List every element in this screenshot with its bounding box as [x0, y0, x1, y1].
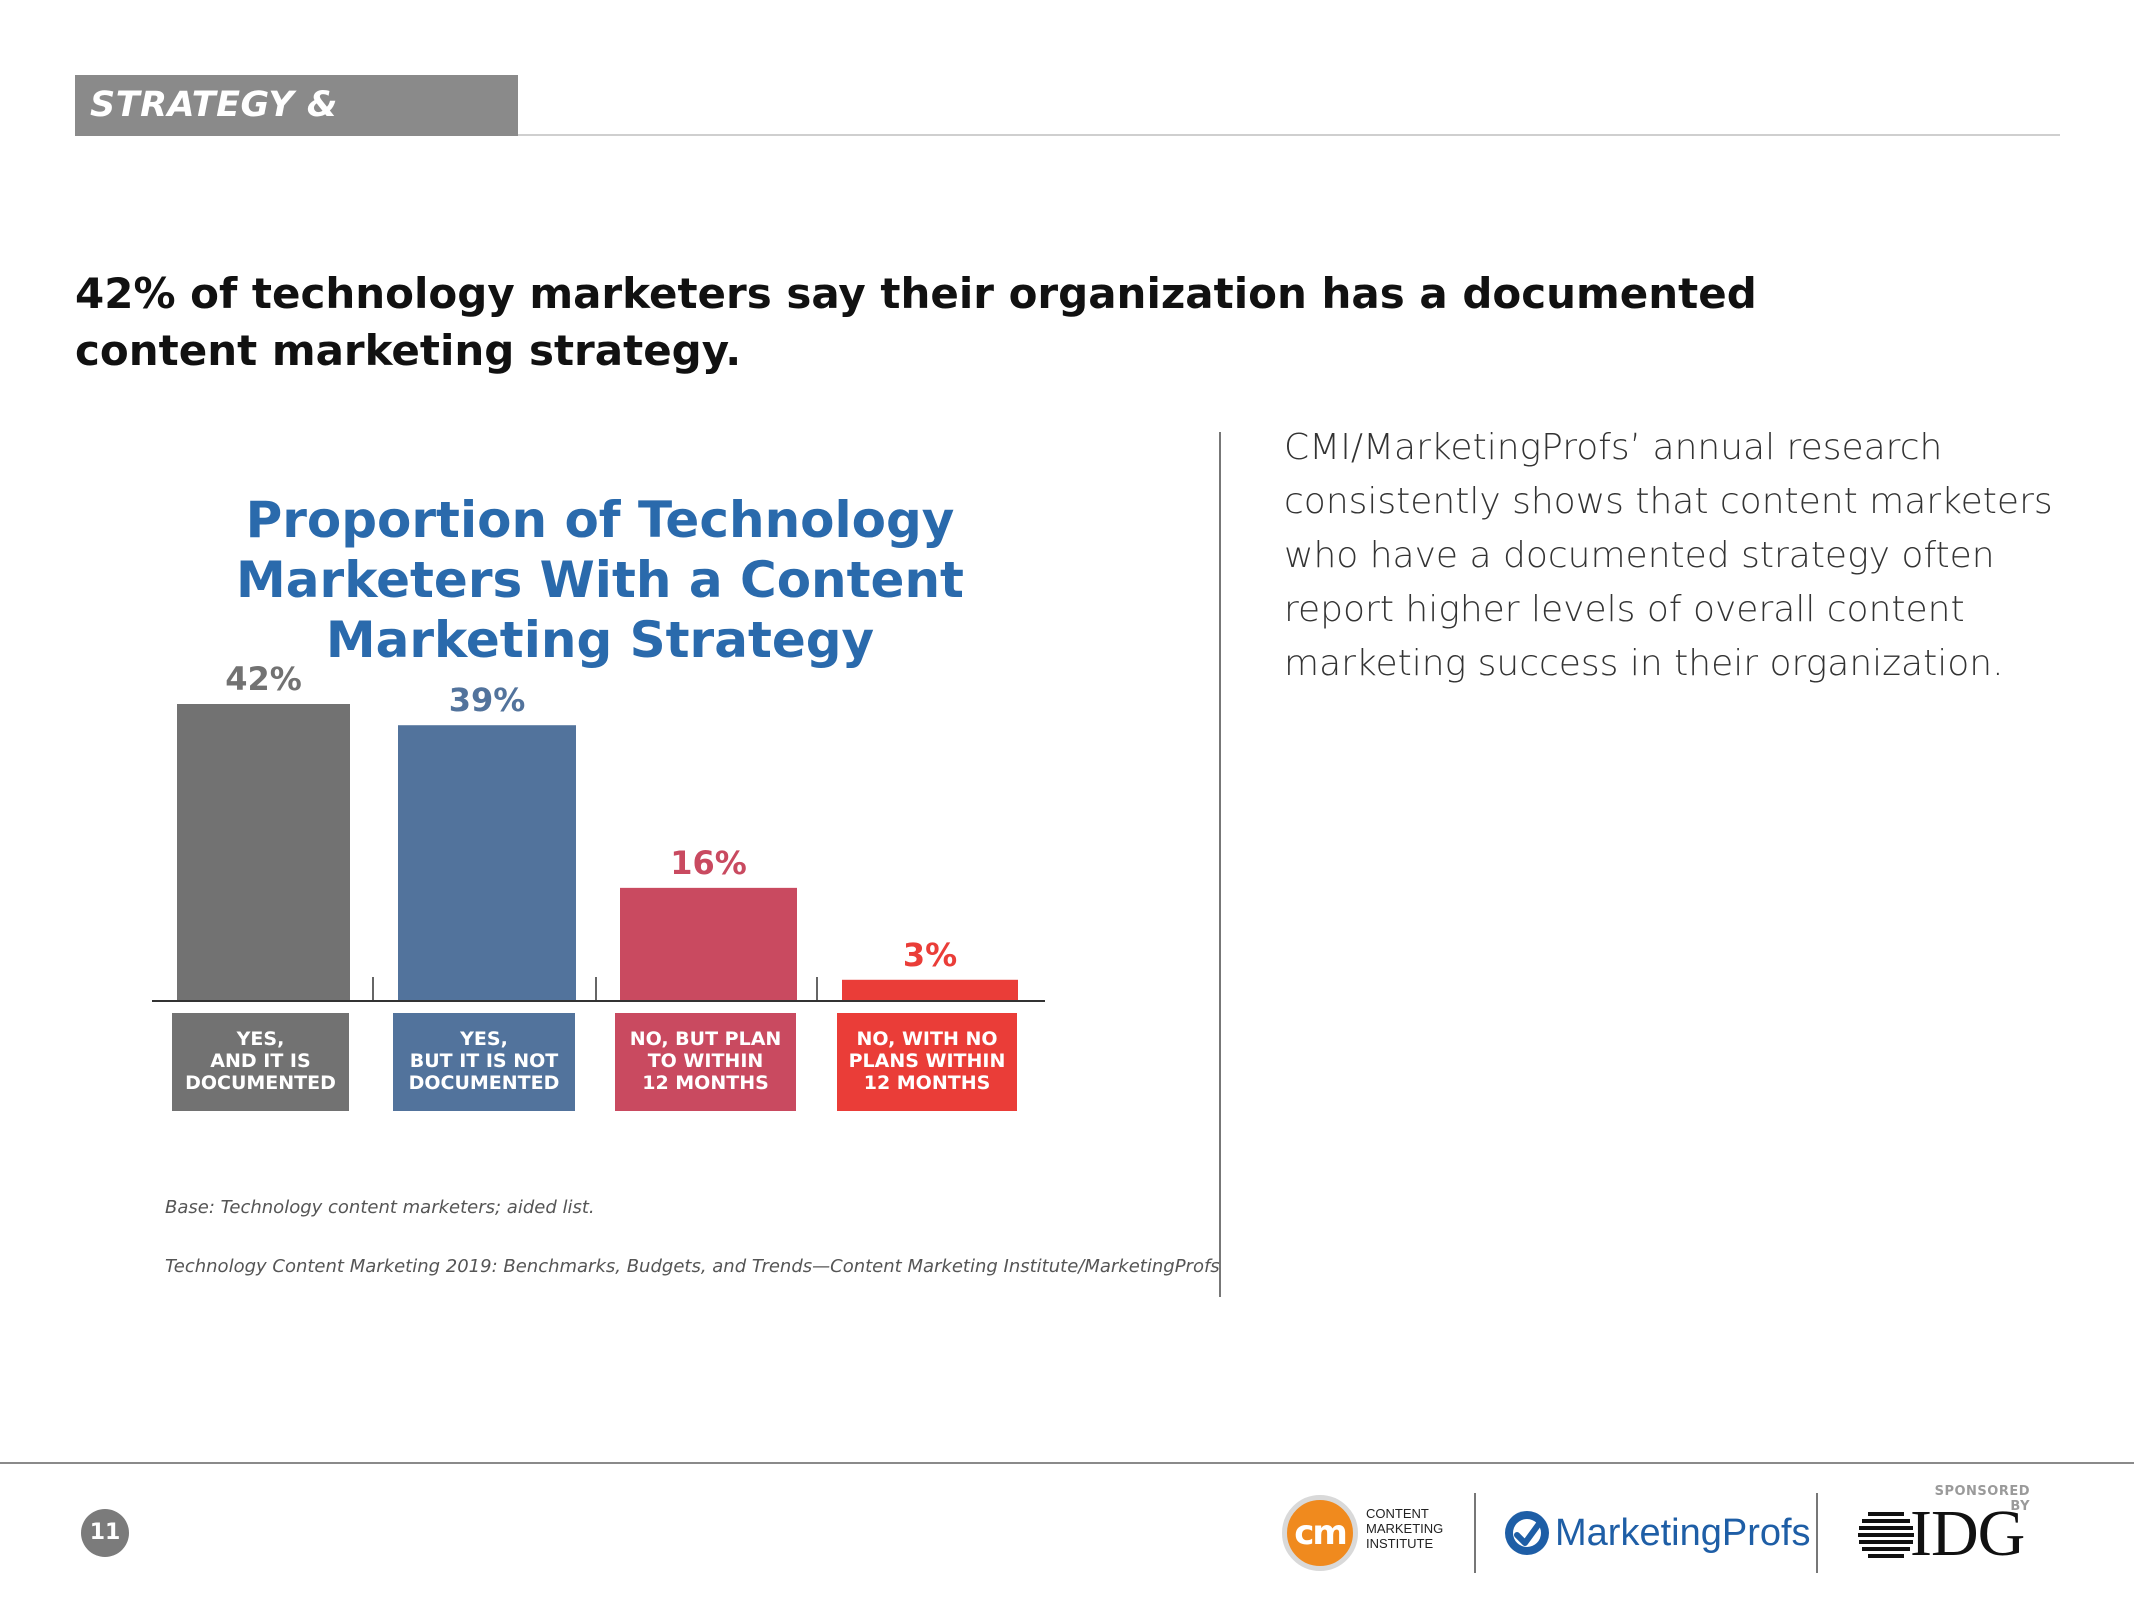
category-tick-label-line: NO, BUT PLAN	[630, 1028, 782, 1050]
category-tick-label-line: DOCUMENTED	[185, 1072, 336, 1094]
bar-value-label: 3%	[903, 936, 957, 974]
bar	[177, 704, 350, 1001]
vertical-divider	[1219, 432, 1221, 1297]
idg-logo[interactable]: IDG	[1858, 1497, 2058, 1570]
headline: 42% of technology marketers say their or…	[75, 269, 1757, 375]
bar-value-label: 39%	[449, 681, 526, 719]
bar	[398, 725, 576, 1001]
category-tick-label: NO, WITH NO PLANS WITHIN 12 MONTHS	[849, 1028, 1006, 1094]
marketingprofs-icon	[1505, 1511, 1549, 1555]
sponsored-by-label: SPONSORED BY	[1934, 1484, 2030, 1514]
body-text: CMI/MarketingProfs’ annual research cons…	[1284, 427, 2053, 684]
category-tick-label-line: TO WITHIN	[648, 1050, 764, 1072]
category-tick-label-line: YES,	[459, 1028, 508, 1050]
footnote-source: Technology Content Marketing 2019: Bench…	[165, 1256, 1220, 1277]
bar-value-label: 42%	[225, 660, 302, 698]
category-tick-label: YES, BUT IT IS NOT DOCUMENTED	[409, 1028, 560, 1094]
section-rule	[518, 134, 2060, 136]
logo-separator	[1816, 1493, 1818, 1573]
bar	[842, 979, 1018, 1001]
category-tick-label-line: NO, WITH NO	[856, 1028, 997, 1050]
category-label-box	[393, 1013, 575, 1111]
marketingprofs-logo[interactable]: MarketingProfs	[1503, 1507, 1811, 1559]
cmi-line-3: INSTITUTE	[1366, 1536, 1434, 1551]
section-tab: STRATEGY & OPINIONS	[75, 75, 518, 186]
category-tick-label-line: 12 MONTHS	[864, 1072, 991, 1094]
bar-value-label: 16%	[670, 844, 747, 882]
category-label-box	[837, 1013, 1017, 1111]
category-tick-label-line: DOCUMENTED	[409, 1072, 560, 1094]
category-tick-label-line: PLANS WITHIN	[849, 1050, 1006, 1072]
category-tick-label: YES, AND IT IS DOCUMENTED	[185, 1028, 336, 1094]
category-tick-label-line: YES,	[236, 1028, 285, 1050]
chart-title: Proportion of Technology Marketers With …	[236, 491, 964, 669]
category-tick-label-line: 12 MONTHS	[642, 1072, 769, 1094]
page-number: 11	[81, 1509, 129, 1557]
footnote-base: Base: Technology content marketers; aide…	[165, 1197, 595, 1218]
category-label-box	[172, 1013, 349, 1111]
idg-globe-icon	[1858, 1512, 1914, 1558]
category-tick-label-line: BUT IT IS NOT	[410, 1050, 559, 1072]
category-label-box	[615, 1013, 796, 1111]
cmi-wordmark: CONTENT MARKETING INSTITUTE	[1366, 1506, 1456, 1551]
content-marketing-institute-logo[interactable]: cm CONTENT MARKETING INSTITUTE	[1282, 1493, 1443, 1573]
idg-wordmark: IDG	[1910, 1497, 2025, 1570]
category-tick-label-line: AND IT IS	[210, 1050, 310, 1072]
cmi-line-1: CONTENT	[1366, 1506, 1429, 1521]
marketingprofs-wordmark: MarketingProfs	[1555, 1512, 1811, 1554]
footer-rule	[0, 1462, 2134, 1464]
logo-separator	[1474, 1493, 1476, 1573]
cmi-badge-icon: cm	[1282, 1495, 1358, 1571]
bar	[620, 887, 797, 1001]
category-tick-label: NO, BUT PLAN TO WITHIN 12 MONTHS	[630, 1028, 782, 1094]
cmi-line-2: MARKETING	[1366, 1521, 1444, 1536]
